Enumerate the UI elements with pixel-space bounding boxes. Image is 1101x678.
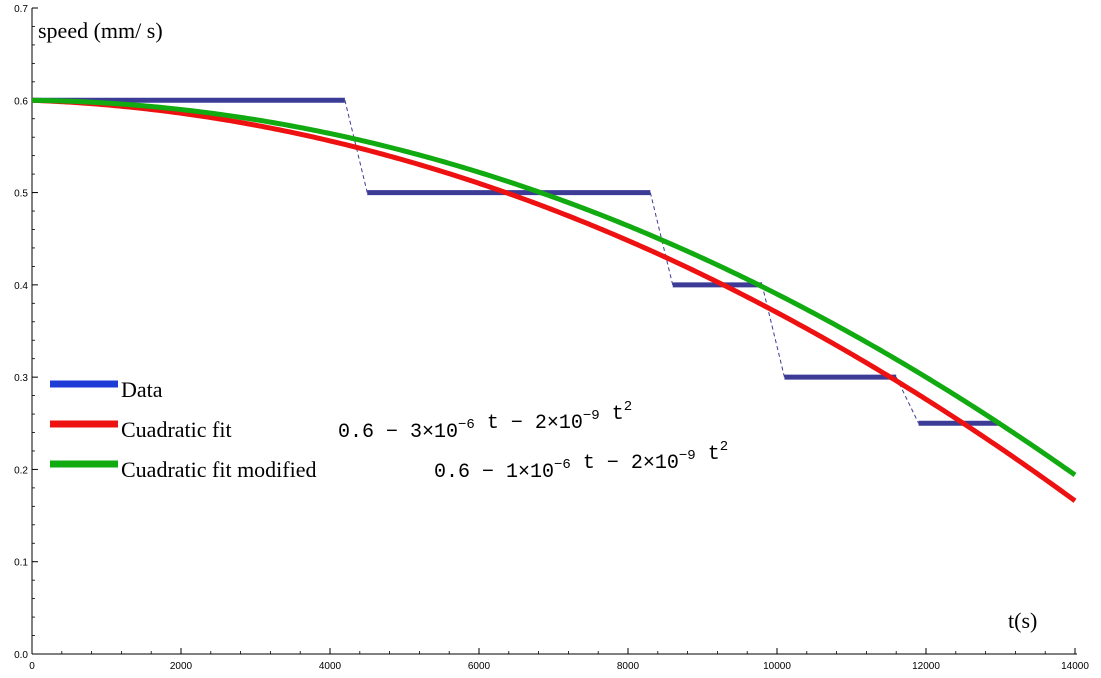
x-tick-label: 10000 bbox=[763, 661, 791, 672]
x-tick-label: 0 bbox=[29, 661, 35, 672]
y-tick-label: 0.7 bbox=[14, 4, 28, 15]
y-tick-label: 0.0 bbox=[14, 650, 28, 661]
legend-item-cuadratic-fit: Cuadratic fit 0.6 − 3×10−6 t − 2×10−9 t2 bbox=[50, 399, 632, 444]
y-tick-label: 0.5 bbox=[14, 189, 28, 200]
data-step-connector bbox=[649, 192, 674, 285]
x-tick-label: 8000 bbox=[617, 661, 640, 672]
x-tick-label: 4000 bbox=[319, 661, 342, 672]
legend-label: Data bbox=[121, 377, 163, 402]
y-tick-label: 0.3 bbox=[14, 373, 28, 384]
data-step-connector bbox=[761, 284, 785, 378]
formula-exponent: 2 bbox=[720, 439, 728, 455]
formula-text: t bbox=[600, 403, 624, 426]
legend-formula: 0.6 − 3×10−6 t − 2×10−9 t2 bbox=[338, 399, 632, 444]
cuadratic-fit-curve bbox=[31, 97, 1077, 503]
legend-label: Cuadratic fit modified bbox=[121, 457, 317, 482]
legend-formula: 0.6 − 1×10−6 t − 2×10−9 t2 bbox=[434, 439, 728, 484]
formula-exponent: −6 bbox=[554, 457, 571, 473]
formula-exponent: 2 bbox=[624, 399, 632, 415]
x-tick-label: 6000 bbox=[468, 661, 491, 672]
cuadratic-fit-modified-curve bbox=[31, 97, 1077, 478]
axes: 0 2000 4000 6000 8000 10000 12000 14000 0.0 0.1 0.… bbox=[14, 4, 1089, 672]
formula-exponent: −6 bbox=[458, 417, 475, 433]
legend-label: Cuadratic fit bbox=[121, 417, 232, 442]
legend-item-cuadratic-fit-modified: Cuadratic fit modified 0.6 − 1×10−6 t − 2… bbox=[50, 439, 728, 484]
y-tick-label: 0.1 bbox=[14, 558, 28, 569]
formula-exponent: −9 bbox=[679, 448, 696, 464]
x-tick-label: 2000 bbox=[170, 661, 193, 672]
formula-exponent: −9 bbox=[583, 408, 600, 424]
y-tick-label: 0.4 bbox=[14, 281, 28, 292]
y-tick-label: 0.2 bbox=[14, 465, 28, 476]
formula-text: t − 2×10 bbox=[475, 412, 583, 435]
x-axis-title: t(s) bbox=[1008, 608, 1037, 633]
series-layer bbox=[31, 97, 1077, 503]
formula-text: t − 2×10 bbox=[571, 452, 679, 475]
x-tick-label: 14000 bbox=[1061, 661, 1089, 672]
y-tick-label: 0.6 bbox=[14, 96, 28, 107]
formula-text: 0.6 − 3×10 bbox=[338, 421, 458, 444]
formula-text: 0.6 − 1×10 bbox=[434, 461, 554, 484]
x-tick-label: 12000 bbox=[912, 661, 940, 672]
data-step-connector bbox=[344, 100, 368, 193]
formula-text: t bbox=[696, 443, 720, 466]
legend-item-data: Data bbox=[50, 377, 163, 402]
y-axis-title: speed (mm/ s) bbox=[38, 18, 163, 43]
